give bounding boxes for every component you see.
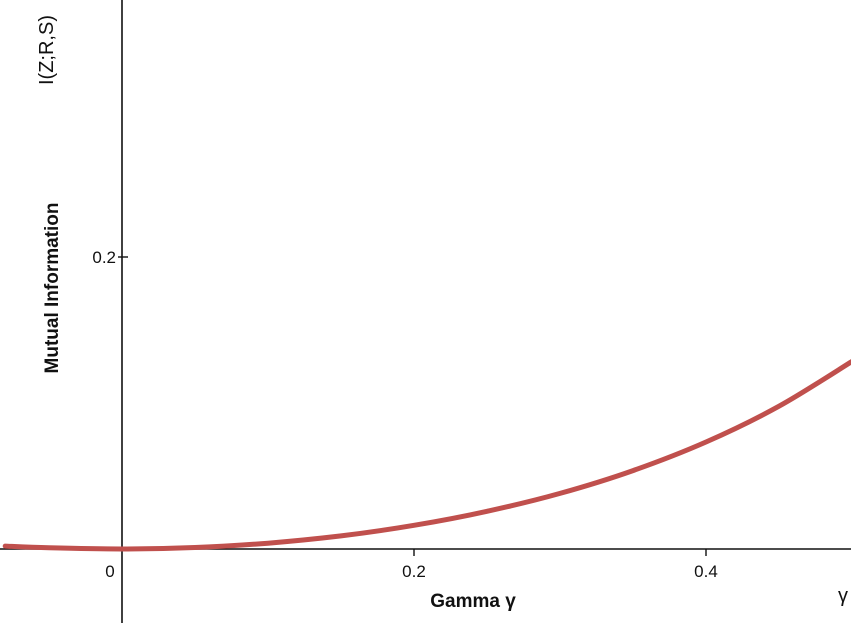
x-tick-label: 0.2 [402,562,426,581]
y-axis-symbol: I(Z;R,S) [36,15,58,85]
x-axis-symbol: γ [838,585,848,607]
x-axis-title: Gamma γ [430,591,516,612]
y-axis-title: Mutual Information [42,203,63,374]
series-line [2,359,851,552]
x-ticks: 0 0.2 0.4 [105,549,718,581]
x-tick-label: 0 [105,562,114,581]
y-ticks: 0.2 [92,248,128,267]
y-tick-label: 0.2 [92,248,116,267]
x-tick-label: 0.4 [694,562,718,581]
